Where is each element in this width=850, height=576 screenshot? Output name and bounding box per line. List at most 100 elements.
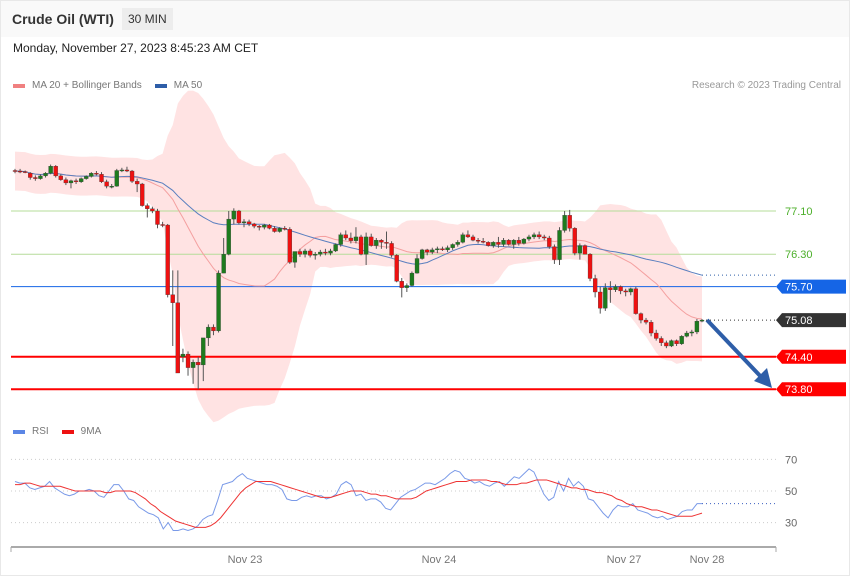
legend-label: 9MA — [80, 426, 102, 437]
bullish-candle — [190, 362, 196, 368]
bearish-candle — [592, 278, 598, 293]
bollinger-band-area — [15, 90, 702, 423]
bullish-candle — [353, 236, 359, 241]
x-axis: Nov 23 Nov 24 Nov 27 Nov 28 — [10, 546, 777, 566]
bullish-candle — [511, 240, 516, 245]
bearish-candle — [394, 255, 399, 282]
forecast-arrow-icon — [705, 318, 772, 388]
instrument-title: Crude Oil (WTI) — [12, 11, 114, 27]
bullish-candle — [262, 224, 267, 228]
bullish-candle — [338, 234, 343, 245]
bearish-candle — [145, 205, 150, 209]
rsi-swatch-icon — [13, 429, 25, 434]
main-legend: MA 20 + Bollinger Bands MA 50 — [13, 80, 215, 91]
legend-label: RSI — [32, 426, 49, 437]
x-tick-label: Nov 24 — [422, 554, 457, 566]
bearish-candle — [399, 281, 404, 288]
bearish-candle — [267, 224, 272, 229]
bearish-candle — [537, 234, 542, 238]
bearish-candle — [654, 332, 659, 339]
bullish-candle — [694, 321, 700, 333]
9ma-swatch-icon — [61, 429, 74, 434]
bearish-candle — [674, 340, 679, 344]
bearish-candle — [129, 170, 135, 182]
rsi-tick-50: 50 — [785, 486, 797, 498]
bearish-candle — [196, 362, 201, 366]
price-label-76.30: 76.30 — [785, 249, 813, 261]
bullish-candle — [241, 221, 247, 224]
bullish-candle — [318, 251, 323, 255]
ma20-swatch-icon — [13, 83, 25, 88]
bullish-candle — [628, 288, 633, 293]
bearish-candle — [246, 221, 252, 225]
bearish-candle — [582, 245, 588, 255]
x-tick-label: Nov 23 — [228, 554, 263, 566]
bearish-candle — [297, 251, 303, 255]
bullish-candle — [577, 245, 583, 254]
timestamp: Monday, November 27, 2023 8:45:23 AM CET — [13, 41, 259, 55]
bullish-candle — [531, 234, 537, 238]
bearish-candle — [358, 236, 364, 255]
bullish-candle — [450, 244, 455, 248]
price-tag — [776, 382, 846, 397]
bearish-candle — [425, 249, 430, 253]
bearish-candle — [165, 224, 170, 295]
bullish-candle — [562, 215, 567, 231]
bearish-candle — [598, 291, 603, 309]
bullish-candle — [302, 250, 308, 255]
bullish-candle — [491, 242, 496, 246]
bullish-candle — [68, 180, 74, 184]
bearish-candle — [506, 240, 511, 245]
bearish-candle — [134, 181, 140, 185]
bearish-candle — [481, 241, 486, 243]
bullish-candle — [180, 353, 186, 357]
bullish-candle — [114, 170, 119, 187]
bearish-candle — [282, 228, 287, 230]
price-label-75.08: 75.08 — [785, 315, 813, 327]
bearish-candle — [384, 242, 389, 244]
bearish-candle — [308, 250, 313, 256]
arrow-shaft — [705, 318, 766, 382]
bearish-candle — [465, 234, 471, 238]
timeframe-badge[interactable]: 30 MIN — [122, 8, 173, 30]
bollinger-bands — [15, 90, 702, 423]
bearish-candle — [618, 286, 623, 292]
bullish-candle — [603, 287, 608, 309]
rsi-tick-30: 30 — [785, 518, 797, 530]
price-labels: 77.10 76.30 75.70 75.08 74.40 73.80 — [776, 206, 846, 397]
bearish-candle — [567, 215, 572, 229]
bullish-candle — [430, 249, 435, 253]
bearish-candle — [124, 169, 130, 172]
bearish-candle — [53, 166, 58, 177]
bullish-candle — [689, 331, 694, 334]
bullish-candle — [231, 210, 236, 220]
bearish-candle — [516, 240, 521, 244]
bearish-candle — [369, 236, 374, 246]
bearish-candle — [252, 223, 257, 227]
bearish-candle — [470, 236, 476, 241]
bearish-candle — [643, 319, 649, 323]
legend-ma50: MA 50 — [154, 80, 202, 91]
bullish-candle — [328, 250, 333, 254]
bearish-candle — [440, 248, 445, 251]
bearish-candle — [150, 208, 155, 212]
bullish-candle — [501, 240, 506, 245]
bullish-candle — [89, 173, 94, 177]
bearish-candle — [587, 254, 593, 279]
bullish-candle — [201, 337, 206, 366]
candlesticks — [12, 164, 705, 390]
bearish-candle — [73, 180, 79, 182]
ma50-line — [14, 170, 703, 276]
legend-ma20-bollinger: MA 20 + Bollinger Bands — [13, 80, 142, 91]
rsi-legend: RSI 9MA — [13, 426, 114, 437]
legend-rsi: RSI — [13, 426, 49, 437]
legend-label: MA 20 + Bollinger Bands — [32, 80, 142, 91]
rsi-9ma-line — [15, 479, 703, 528]
bullish-candle — [435, 248, 440, 251]
bearish-candle — [257, 225, 262, 228]
legend-9ma: 9MA — [61, 426, 102, 437]
bearish-candle — [94, 173, 99, 175]
bullish-candle — [404, 285, 409, 288]
bearish-candle — [140, 183, 145, 206]
